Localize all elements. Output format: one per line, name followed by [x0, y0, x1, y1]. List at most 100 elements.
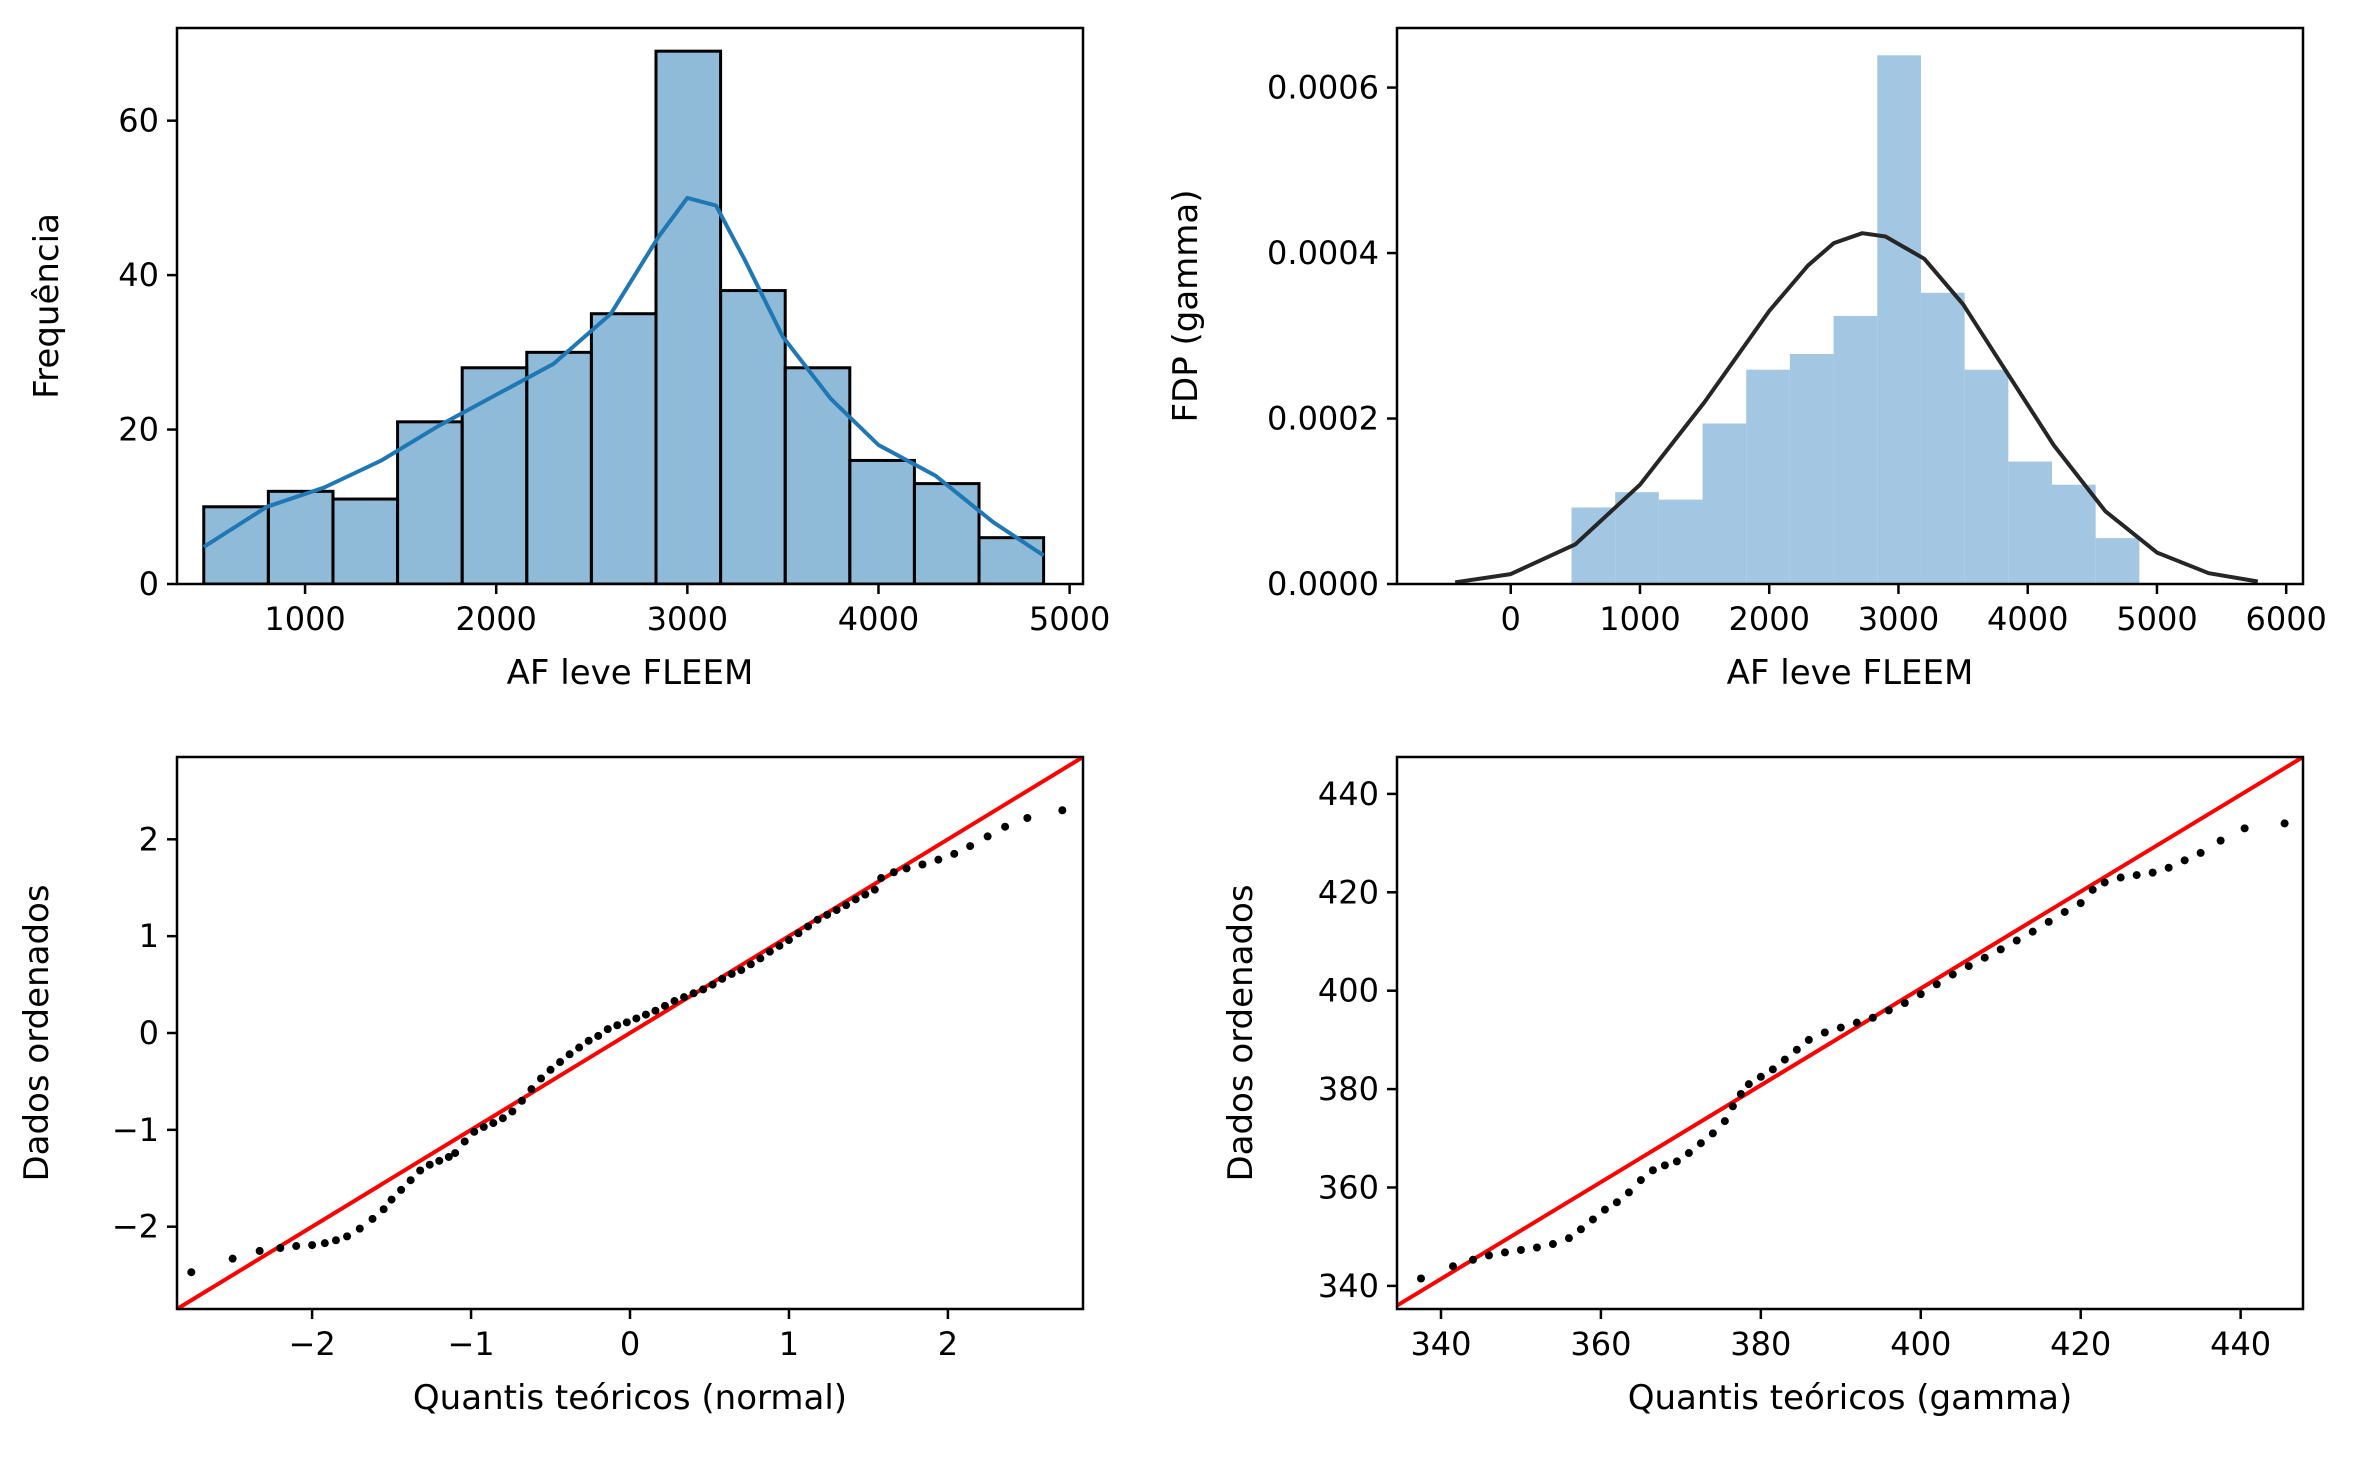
data-point — [508, 1107, 517, 1116]
data-point — [622, 1018, 631, 1027]
data-point — [1058, 806, 1067, 815]
data-point — [689, 989, 698, 998]
data-point — [1516, 1245, 1525, 1254]
data-point — [718, 974, 727, 983]
data-point — [1884, 1006, 1893, 1015]
data-point — [355, 1224, 364, 1233]
data-point — [2148, 868, 2157, 877]
data-point — [966, 842, 975, 851]
data-point — [2100, 878, 2109, 887]
data-point — [1001, 822, 1010, 831]
y-tick-label: 2 — [139, 820, 159, 858]
data-point — [1980, 953, 1989, 962]
x-tick-label: 5000 — [2116, 600, 2197, 638]
data-point — [670, 997, 679, 1006]
data-point — [2164, 863, 2173, 872]
histogram-bar — [2052, 484, 2096, 584]
data-point — [1996, 945, 2005, 954]
y-tick-label: 420 — [1318, 873, 1379, 911]
data-point — [1624, 1188, 1633, 1197]
data-point — [2060, 907, 2069, 916]
data-point — [1852, 1018, 1861, 1027]
data-point — [1564, 1234, 1573, 1243]
plot-area — [1454, 55, 2259, 584]
data-point — [331, 1236, 340, 1245]
y-tick-label: 60 — [118, 102, 159, 140]
histogram-bar — [977, 536, 1046, 584]
x-tick-label: 3000 — [1858, 600, 1939, 638]
y-tick-label: 440 — [1318, 775, 1379, 813]
axes-frame — [1395, 755, 2305, 1311]
data-point — [1636, 1176, 1645, 1185]
data-point — [276, 1243, 285, 1252]
data-point — [1416, 1274, 1425, 1283]
data-point — [479, 1122, 488, 1131]
data-point — [556, 1058, 565, 1067]
data-point — [918, 860, 927, 869]
axes-frame — [1395, 26, 2305, 586]
data-point — [613, 1021, 622, 1030]
data-point — [320, 1239, 329, 1248]
histogram-bar — [1877, 55, 1921, 584]
data-point — [775, 941, 784, 950]
reference-line — [177, 757, 1083, 1309]
x-tick-label: −2 — [289, 1325, 336, 1363]
plot-area — [202, 49, 1046, 584]
histogram-bar — [1658, 499, 1703, 584]
y-tick-label: 360 — [1318, 1168, 1379, 1206]
histogram-bar — [266, 489, 335, 584]
plot-area — [1397, 757, 2303, 1308]
data-point — [2076, 899, 2085, 908]
data-point — [2116, 873, 2125, 882]
data-point — [902, 864, 911, 873]
data-point — [1588, 1215, 1597, 1224]
x-tick-label: 5000 — [1029, 600, 1110, 638]
data-point — [292, 1242, 301, 1251]
gamma-pdf-curve — [1454, 231, 2259, 584]
x-tick-label: 0 — [1501, 600, 1521, 638]
histogram-bar — [1746, 369, 1790, 584]
data-point — [1916, 990, 1925, 999]
data-point — [1672, 1157, 1681, 1166]
panel-qq-normal: −2 −1 0 1 2 −2 −1 0 1 2 Quantis teóricos (normal) D… — [17, 755, 1085, 1418]
x-tick-label: 1000 — [264, 600, 345, 638]
data-point — [187, 1268, 196, 1277]
data-point — [1744, 1080, 1753, 1089]
histogram-bar — [1571, 507, 1616, 584]
panel-histogram-gamma-pdf: 0 1000 2000 3000 4000 5000 6000 0.0000 0.0002 0.0… — [1166, 26, 2327, 693]
histogram-bar — [331, 497, 400, 584]
data-point — [737, 966, 746, 975]
data-point — [379, 1205, 388, 1214]
data-point — [877, 874, 886, 883]
data-point — [1756, 1072, 1765, 1081]
x-tick-label: 380 — [1730, 1325, 1791, 1363]
histogram-bar — [460, 366, 529, 584]
x-tick-label: 360 — [1570, 1325, 1631, 1363]
data-point — [765, 947, 774, 956]
data-point — [498, 1114, 507, 1123]
data-point — [2240, 824, 2249, 833]
axes-frame — [175, 26, 1085, 586]
histogram-bar — [202, 505, 270, 584]
y-axis-title: Dados ordenados — [17, 884, 57, 1181]
data-point — [1728, 1102, 1737, 1111]
x-tick-label: 3000 — [647, 600, 728, 638]
histogram-bar — [1833, 315, 1878, 584]
data-point — [2180, 856, 2189, 865]
data-point — [444, 1152, 453, 1161]
data-point — [1600, 1205, 1609, 1214]
data-point — [1660, 1161, 1669, 1170]
data-point — [1736, 1090, 1745, 1099]
data-point — [1548, 1240, 1557, 1249]
data-point — [1468, 1255, 1477, 1264]
data-point — [1720, 1117, 1729, 1126]
histogram-bar — [848, 458, 916, 584]
data-point — [594, 1031, 603, 1040]
y-tick-label: 20 — [118, 411, 159, 449]
histogram-bar — [525, 350, 593, 584]
y-tick-label: −1 — [112, 1111, 159, 1149]
data-point — [832, 906, 841, 915]
histogram-bar — [589, 312, 658, 584]
data-point — [2088, 885, 2097, 894]
data-point — [746, 960, 755, 969]
